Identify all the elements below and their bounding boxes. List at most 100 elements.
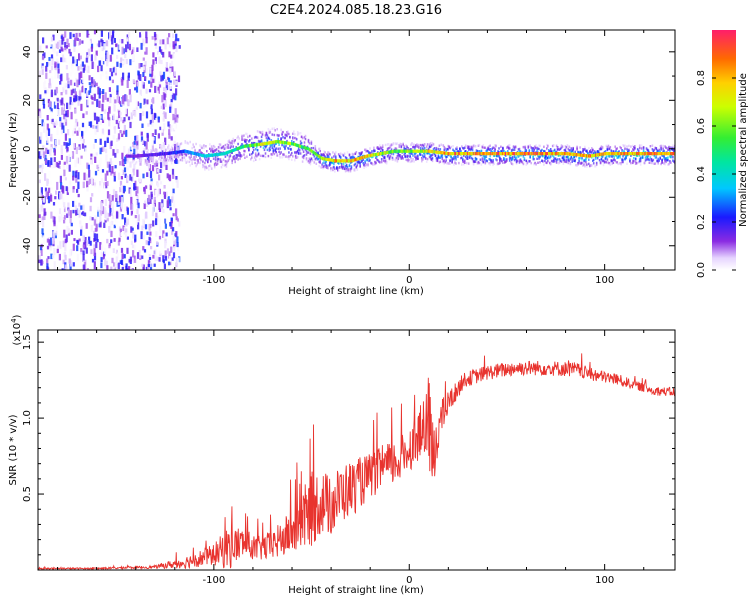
noise-mark [62, 86, 65, 93]
ridge-core-mark [445, 151, 447, 155]
ridge-halo-mark [337, 168, 339, 172]
ridge-halo-mark [242, 134, 244, 138]
ridge-halo-mark [611, 162, 614, 165]
noise-mark [154, 33, 157, 41]
ridge-halo-mark [473, 144, 476, 147]
ridge-halo-mark [187, 142, 190, 145]
noise-mark [115, 219, 118, 226]
ridge-core-mark [204, 154, 206, 158]
noise-mark [121, 152, 124, 160]
noise-mark [135, 85, 139, 93]
ridge-core-mark [656, 152, 658, 156]
ridge-halo-mark [364, 148, 366, 151]
noise-mark [56, 97, 59, 102]
noise-mark [88, 169, 91, 178]
ridge-halo-mark [453, 158, 455, 161]
ridge-halo-mark [592, 148, 594, 151]
noise-mark [89, 197, 93, 203]
ridge-halo-mark [268, 137, 271, 141]
ridge-halo-mark [264, 152, 267, 155]
ridge-halo-mark [422, 143, 424, 147]
ridge-core-mark [294, 143, 297, 147]
ridge-halo-mark [515, 160, 518, 163]
ridge-halo-mark [514, 145, 517, 148]
ridge-core-mark [291, 142, 293, 146]
ridge-halo-mark [449, 146, 451, 150]
ridge-core-mark [587, 154, 589, 158]
ridge-halo-mark [159, 144, 161, 148]
noise-mark [109, 93, 112, 98]
ridge-halo-mark [381, 145, 384, 148]
ridge-core-mark [229, 149, 232, 154]
ridge-halo-mark [261, 133, 264, 136]
ridge-halo-mark [422, 155, 425, 159]
noise-mark [129, 189, 132, 197]
noise-mark [177, 247, 180, 255]
ridge-halo-mark [218, 143, 221, 146]
noise-mark [64, 133, 67, 141]
ridge-halo-mark [620, 163, 622, 166]
ridge-halo-mark [510, 162, 513, 165]
ridge-core-mark [501, 152, 503, 156]
ridge-halo-mark [403, 153, 405, 156]
ridge-halo-mark [440, 143, 443, 146]
ridge-halo-mark [481, 157, 484, 160]
noise-mark [121, 159, 124, 166]
ridge-core-mark [589, 154, 591, 158]
ridge-core-mark [663, 152, 665, 156]
ridge-halo-mark [453, 149, 455, 153]
ridge-core-mark [583, 153, 585, 158]
noise-mark [103, 43, 106, 48]
ridge-halo-mark [332, 168, 334, 172]
ridge-halo-mark [469, 148, 472, 151]
noise-mark [165, 85, 168, 91]
ridge-halo-mark [422, 154, 424, 157]
ridge-halo-mark [420, 147, 422, 150]
ridge-core-mark [418, 149, 420, 153]
ridge-halo-mark [435, 148, 438, 152]
ridge-core-mark [377, 152, 379, 156]
ridge-halo-mark [346, 166, 349, 169]
noise-mark [67, 232, 71, 236]
ridge-halo-mark [634, 162, 637, 165]
ridge-halo-mark [547, 156, 549, 159]
ridge-halo-mark [241, 154, 243, 157]
ridge-halo-mark [628, 144, 630, 148]
ridge-halo-mark [646, 149, 649, 152]
noise-mark [174, 93, 177, 101]
ridge-core-mark [564, 152, 567, 156]
ridge-halo-mark [303, 154, 306, 157]
noise-mark [121, 63, 124, 67]
ridge-core-mark [298, 144, 301, 148]
noise-mark [146, 203, 149, 207]
ridge-halo-mark [246, 132, 248, 136]
ridge-halo-mark [168, 157, 171, 160]
ridge-core-mark [316, 153, 318, 157]
noise-mark [159, 169, 162, 173]
ridge-core-mark [513, 152, 516, 156]
noise-mark [131, 257, 134, 262]
noise-mark [122, 119, 125, 124]
ridge-core-mark [325, 157, 327, 161]
noise-mark [76, 253, 79, 261]
noise-mark [68, 258, 71, 264]
noise-mark [142, 235, 145, 240]
ridge-halo-mark [445, 149, 447, 153]
ridge-halo-mark [278, 134, 280, 137]
noise-mark [110, 71, 114, 77]
ridge-halo-mark [199, 157, 201, 160]
ridge-halo-mark [379, 161, 381, 164]
noise-mark [40, 259, 43, 266]
ridge-halo-mark [340, 163, 343, 166]
ridge-halo-mark [306, 151, 309, 154]
ridge-halo-mark [615, 160, 617, 164]
ridge-halo-mark [634, 145, 636, 148]
noise-mark [170, 54, 173, 59]
ridge-halo-mark [233, 139, 235, 143]
ridge-halo-mark [223, 147, 226, 150]
ridge-halo-mark [236, 136, 238, 140]
noise-mark [85, 57, 88, 63]
ridge-halo-mark [331, 156, 333, 159]
noise-mark [115, 249, 118, 254]
y-tick-label: 0 [22, 146, 33, 152]
